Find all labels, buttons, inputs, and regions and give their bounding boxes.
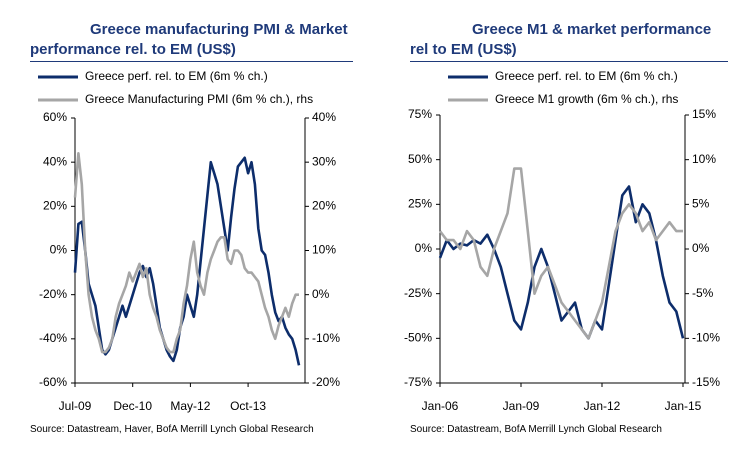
y-tick-label: 0% bbox=[50, 243, 68, 257]
y2-tick-label: 0% bbox=[692, 241, 710, 255]
y2-tick-label: -5% bbox=[692, 286, 714, 300]
y2-tick-label: -10% bbox=[312, 331, 340, 345]
chart-title: Greece manufacturing PMI & Market perfor… bbox=[30, 20, 353, 62]
chart-title: Greece M1 & market performance rel to EM… bbox=[410, 20, 728, 62]
y-tick-label: -20% bbox=[39, 287, 67, 301]
y2-tick-label: 40% bbox=[312, 110, 336, 124]
y-tick-label: 60% bbox=[43, 110, 67, 124]
x-tick-label: Jan-06 bbox=[422, 399, 459, 413]
y-tick-label: -60% bbox=[39, 375, 67, 389]
y2-tick-label: 5% bbox=[692, 197, 710, 211]
y-tick-label: -25% bbox=[404, 286, 432, 300]
y-tick-label: 50% bbox=[408, 152, 432, 166]
y2-tick-label: 10% bbox=[692, 152, 716, 166]
y2-tick-label: 0% bbox=[312, 287, 330, 301]
x-tick-label: Jul-09 bbox=[59, 399, 92, 413]
x-tick-label: May-12 bbox=[170, 399, 210, 413]
y-tick-label: -75% bbox=[404, 375, 432, 389]
y-tick-label: 0% bbox=[415, 241, 433, 255]
series-line bbox=[438, 167, 683, 340]
source-note: Source: Datastream, Haver, BofA Merrill … bbox=[30, 424, 314, 435]
legend-label: Greece M1 growth (6m % ch.), rhs bbox=[495, 92, 678, 106]
y2-tick-label: 10% bbox=[312, 243, 336, 257]
series-line bbox=[73, 156, 301, 366]
x-tick-label: Jan-15 bbox=[665, 399, 702, 413]
y-tick-label: 40% bbox=[43, 154, 67, 168]
y-tick-label: 25% bbox=[408, 197, 432, 211]
y-tick-label: 75% bbox=[408, 107, 432, 121]
x-tick-label: Dec-10 bbox=[113, 399, 152, 413]
legend-label: Greece Manufacturing PMI (6m % ch.), rhs bbox=[85, 92, 313, 106]
source-note: Source: Datastream, BofA Merrill Lynch G… bbox=[410, 424, 662, 435]
legend-label: Greece perf. rel. to EM (6m % ch.) bbox=[495, 69, 678, 83]
y-tick-label: -50% bbox=[404, 331, 432, 345]
y2-tick-label: -10% bbox=[692, 331, 720, 345]
y-tick-label: -40% bbox=[39, 331, 67, 345]
y2-tick-label: 30% bbox=[312, 154, 336, 168]
y2-tick-label: 20% bbox=[312, 199, 336, 213]
legend-label: Greece perf. rel. to EM (6m % ch.) bbox=[85, 69, 268, 83]
series-line bbox=[73, 152, 299, 354]
y2-tick-label: 15% bbox=[692, 107, 716, 121]
y2-tick-label: -15% bbox=[692, 375, 720, 389]
x-tick-label: Jan-09 bbox=[503, 399, 540, 413]
y2-tick-label: -20% bbox=[312, 375, 340, 389]
x-tick-label: Oct-13 bbox=[230, 399, 266, 413]
x-tick-label: Jan-12 bbox=[584, 399, 621, 413]
series-line bbox=[438, 185, 685, 340]
y-tick-label: 20% bbox=[43, 199, 67, 213]
